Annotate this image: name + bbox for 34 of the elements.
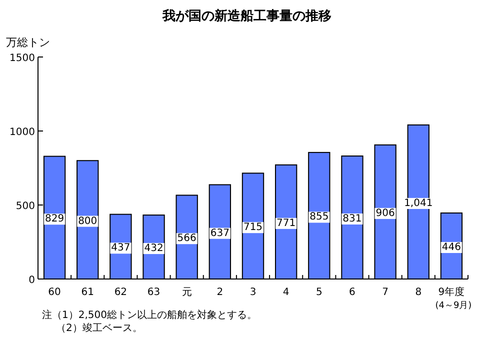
x-tick-label: 7 bbox=[382, 287, 388, 298]
x-tick-label: 62 bbox=[114, 287, 128, 298]
data-label: 432 bbox=[144, 243, 164, 254]
data-label: 855 bbox=[310, 212, 329, 223]
x-tick-label: 元 bbox=[182, 287, 192, 298]
data-label: 800 bbox=[78, 216, 98, 227]
x-tick-label: 4 bbox=[282, 287, 290, 298]
x-tick-label: 6 bbox=[349, 287, 356, 298]
data-label: 715 bbox=[243, 222, 263, 234]
x-tick-label: 60 bbox=[48, 287, 61, 298]
text: 注（1）2,500総トン以上の船舶を対象とする。 bbox=[42, 309, 257, 321]
y-tick-label: 1000 bbox=[10, 127, 35, 138]
data-label: 566 bbox=[177, 233, 196, 244]
y-axis-title: 万総トン bbox=[6, 36, 50, 49]
data-label: 446 bbox=[442, 242, 462, 253]
data-label: 437 bbox=[111, 242, 130, 254]
data-label: 771 bbox=[276, 218, 296, 229]
y-tick-label: 500 bbox=[16, 201, 35, 212]
x-tick-label: 61 bbox=[81, 287, 94, 298]
data-label: 906 bbox=[376, 208, 395, 219]
data-label: 637 bbox=[210, 228, 230, 239]
x-tick-label: 2 bbox=[216, 287, 224, 298]
data-label: 829 bbox=[44, 214, 64, 225]
data-label: 831 bbox=[342, 214, 362, 225]
y-tick-label: 1500 bbox=[10, 53, 35, 64]
x-tick-label: 63 bbox=[147, 287, 160, 298]
x-tick-label: 9年度 (4～9月) bbox=[435, 286, 472, 311]
y-tick-label: 0 bbox=[28, 275, 35, 286]
data-label: 1,041 bbox=[404, 198, 433, 209]
text: （2）竣工ベース。 bbox=[56, 322, 142, 334]
x-tick-label: 8 bbox=[415, 287, 422, 298]
chart-title: 我が国の新造船工事量の推移 bbox=[162, 8, 332, 24]
x-tick-label: 3 bbox=[250, 287, 256, 298]
x-tick-label: 5 bbox=[316, 287, 322, 298]
